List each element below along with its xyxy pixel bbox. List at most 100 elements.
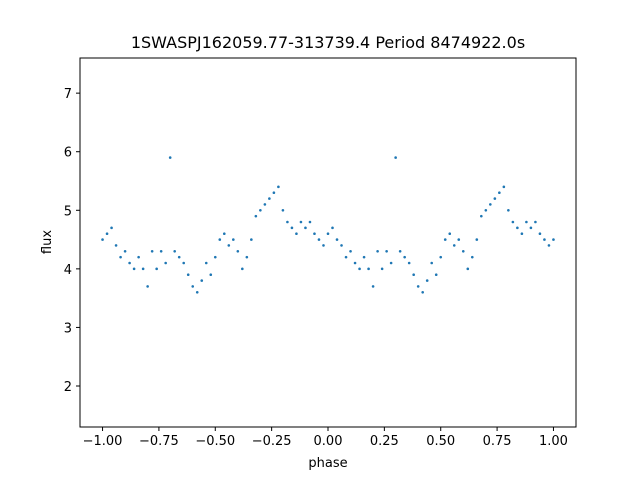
data-point [412, 273, 415, 277]
data-point [394, 156, 397, 159]
data-point [416, 285, 420, 288]
data-point [168, 156, 172, 159]
data-point [119, 255, 122, 259]
data-point [128, 261, 131, 265]
data-point [209, 273, 213, 277]
data-point [272, 191, 276, 195]
data-point [105, 232, 109, 236]
data-point [362, 255, 366, 259]
x-tick-label: 0.25 [370, 434, 399, 449]
data-point [421, 290, 424, 294]
data-point [475, 238, 479, 241]
data-point [331, 226, 334, 230]
x-axis-label: phase [308, 456, 347, 471]
data-point [141, 267, 145, 271]
data-point [443, 238, 447, 241]
data-point [340, 244, 343, 247]
data-point [371, 285, 375, 288]
data-point [290, 226, 294, 230]
data-point [222, 232, 226, 236]
data-point [493, 197, 497, 200]
data-point [480, 214, 483, 218]
y-axis-label: flux [40, 230, 55, 254]
data-point [182, 261, 186, 265]
data-point [502, 185, 506, 189]
y-axis-ticks: 2 3 4 5 6 7 [64, 87, 80, 395]
data-point [236, 249, 240, 253]
data-point [299, 220, 303, 224]
data-point [245, 255, 249, 259]
data-point [286, 220, 289, 224]
y-tick-label: 7 [64, 87, 72, 102]
data-point [367, 267, 370, 271]
data-point [543, 238, 546, 241]
y-tick-label: 3 [64, 321, 72, 336]
data-point [150, 249, 154, 253]
y-tick-label: 4 [64, 263, 72, 278]
plot-points [101, 156, 555, 294]
y-tick-label: 2 [64, 380, 72, 395]
y-tick-label: 5 [64, 204, 72, 219]
data-point [484, 208, 488, 212]
x-tick-label: −0.50 [195, 434, 235, 449]
data-point [344, 255, 348, 259]
data-point [317, 238, 321, 241]
data-point [448, 232, 452, 236]
x-tick-label: −0.25 [252, 434, 292, 449]
data-point [250, 238, 253, 241]
data-point [173, 249, 176, 253]
data-point [177, 255, 181, 259]
data-point [132, 267, 136, 271]
data-point [398, 249, 402, 253]
data-point [525, 220, 528, 224]
x-tick-label: 0.75 [483, 434, 512, 449]
data-point [308, 220, 312, 224]
x-tick-label: −0.75 [139, 434, 179, 449]
data-point [403, 255, 406, 259]
data-point [218, 238, 222, 241]
data-point [200, 279, 204, 282]
data-point [326, 232, 330, 236]
data-point [123, 249, 127, 253]
data-point [425, 279, 429, 282]
data-point [101, 238, 104, 241]
data-point [313, 232, 316, 236]
data-point [457, 238, 461, 241]
data-point [155, 267, 158, 271]
data-point [110, 226, 113, 230]
data-point [295, 232, 298, 236]
data-point [227, 244, 231, 247]
data-point [335, 238, 339, 241]
y-tick-label: 6 [64, 146, 72, 161]
data-point [191, 285, 195, 288]
data-point [322, 244, 325, 247]
data-point [159, 249, 163, 253]
data-point [213, 255, 217, 259]
plot-frame [79, 57, 577, 428]
x-axis-ticks: −1.00 −0.75 −0.50 −0.25 0.00 0.25 0.50 0.75 1.00 [83, 427, 568, 449]
data-point [461, 249, 465, 253]
data-point [407, 261, 411, 265]
data-point [389, 261, 393, 265]
x-tick-label: 0.50 [426, 434, 455, 449]
data-point [232, 238, 235, 241]
data-point [466, 267, 470, 271]
data-point [186, 273, 190, 277]
data-point [259, 208, 262, 212]
x-tick-label: −1.00 [83, 434, 123, 449]
data-point [277, 185, 280, 189]
data-point [146, 285, 149, 288]
data-point [534, 220, 537, 224]
data-point [241, 267, 244, 271]
data-point [114, 244, 118, 247]
data-point [511, 220, 515, 224]
chart-title: 1SWASPJ162059.77-313739.4 Period 8474922… [131, 33, 525, 52]
data-point [204, 261, 208, 265]
data-point [538, 232, 542, 236]
data-point [376, 249, 379, 253]
data-point [358, 267, 361, 271]
data-point [516, 226, 519, 230]
x-tick-label: 0.00 [314, 434, 343, 449]
data-point [552, 238, 555, 241]
